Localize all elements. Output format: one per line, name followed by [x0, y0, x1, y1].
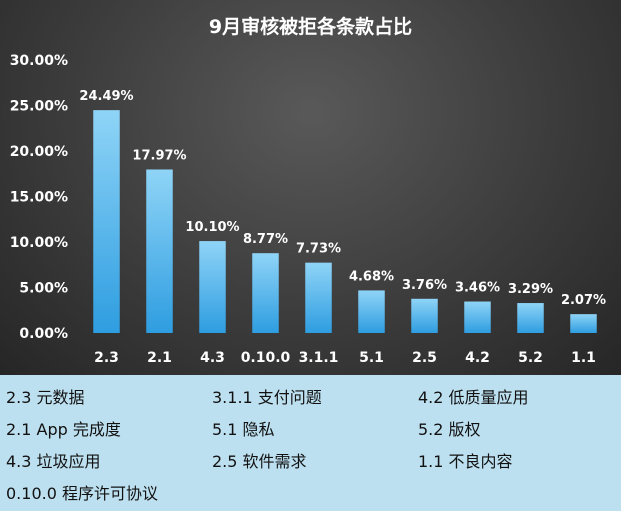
x-tick-label: 2.1	[147, 350, 172, 366]
bar-data-label: 3.46%	[455, 281, 500, 296]
legend-item: 2.1 App 完成度	[6, 420, 121, 439]
chart-panel: 9月审核被拒各条款占比 0.00% 5.00% 10.00% 15.00% 20.00%…	[0, 0, 621, 375]
y-tick-label: 15.00%	[10, 190, 68, 206]
legend-item: 1.1 不良内容	[418, 452, 513, 471]
bar-data-label: 8.77%	[243, 232, 288, 247]
bar	[570, 314, 597, 333]
x-tick-label: 4.3	[200, 350, 225, 366]
bar-data-label: 2.07%	[561, 293, 606, 308]
y-tick-label: 25.00%	[10, 99, 68, 115]
bar-data-label: 24.49%	[79, 89, 133, 104]
x-tick-label: 4.2	[465, 350, 490, 366]
bar	[411, 298, 438, 333]
bar-data-label: 3.29%	[508, 282, 553, 297]
bar	[199, 241, 226, 333]
legend-item: 3.1.1 支付问题	[212, 388, 322, 407]
bar-data-label: 10.10%	[185, 220, 239, 235]
bar	[305, 262, 332, 333]
x-tick-label: 5.2	[518, 350, 543, 366]
y-tick-label: 5.00%	[19, 281, 68, 297]
legend-item: 2.3 元数据	[6, 388, 85, 407]
x-tick-label: 5.1	[359, 350, 384, 366]
y-tick-label: 20.00%	[10, 144, 68, 160]
legend-item: 4.3 垃圾应用	[6, 452, 101, 471]
clause-legend: 2.3 元数据 3.1.1 支付问题 4.2 低质量应用 2.1 App 完成度…	[0, 375, 621, 511]
y-tick-label: 0.00%	[19, 326, 68, 342]
bar-data-label: 17.97%	[132, 148, 186, 163]
y-tick-label: 10.00%	[10, 235, 68, 251]
x-tick-label: 3.1.1	[299, 350, 339, 366]
bar	[93, 110, 120, 334]
bar-chart: 0.00% 5.00% 10.00% 15.00% 20.00% 25.00% 30.00%…	[10, 53, 606, 366]
legend-item: 4.2 低质量应用	[418, 388, 529, 407]
bar	[464, 301, 491, 333]
x-tick-label: 1.1	[571, 350, 596, 366]
legend-item: 2.5 软件需求	[212, 452, 307, 471]
legend-item: 0.10.0 程序许可协议	[6, 484, 158, 503]
bar	[517, 303, 544, 333]
bar-data-label: 3.76%	[402, 278, 447, 293]
bar-data-label: 4.68%	[349, 269, 394, 284]
x-tick-label: 0.10.0	[241, 350, 291, 366]
legend-item: 5.1 隐私	[212, 420, 275, 439]
bar	[146, 169, 173, 333]
bar	[358, 290, 385, 333]
chart-title: 9月审核被拒各条款占比	[208, 16, 413, 38]
x-tick-label: 2.3	[94, 350, 119, 366]
bar	[252, 253, 279, 333]
legend-item: 5.2 版权	[418, 420, 481, 439]
x-tick-label: 2.5	[412, 350, 437, 366]
y-tick-label: 30.00%	[10, 53, 68, 69]
bar-data-label: 7.73%	[296, 242, 341, 257]
